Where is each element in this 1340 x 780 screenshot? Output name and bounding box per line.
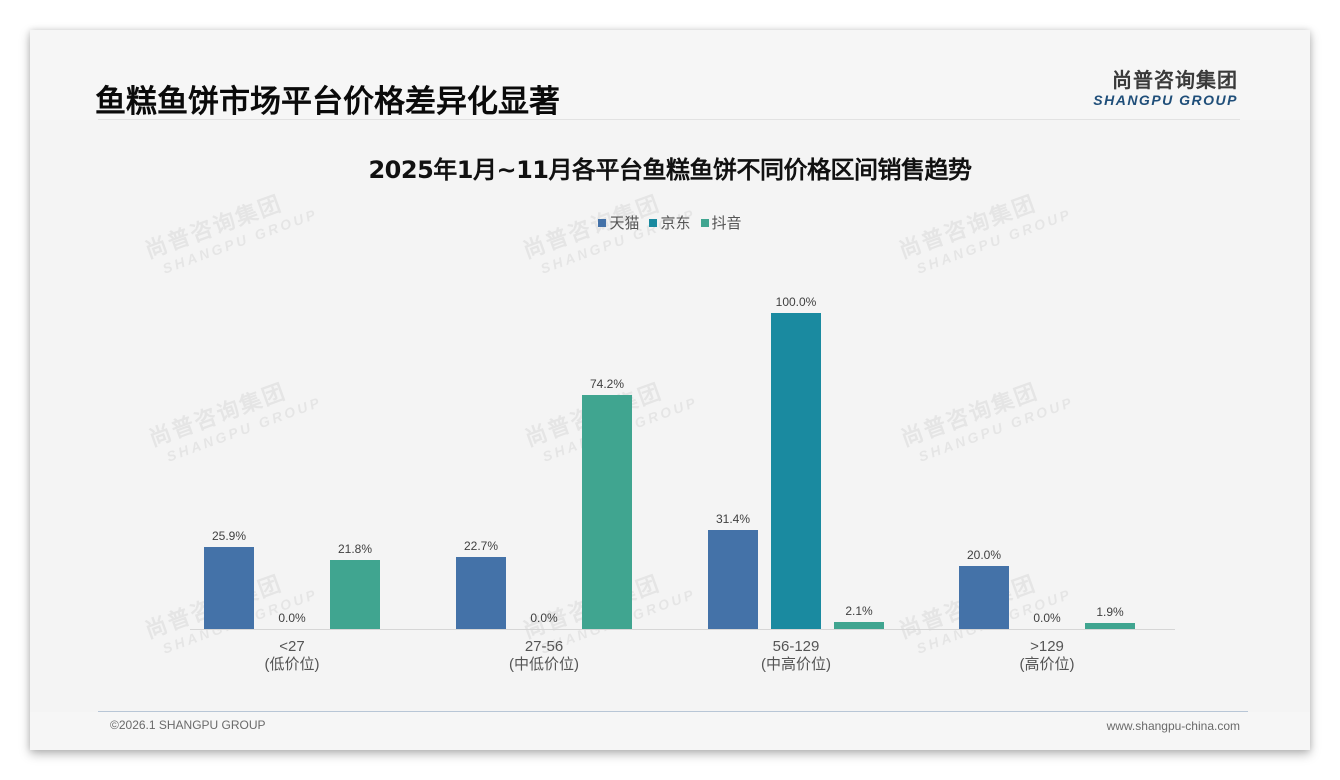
bar-value-label: 22.7%	[463, 539, 499, 554]
bar	[834, 622, 884, 629]
bar	[708, 529, 758, 629]
legend-swatch-icon	[700, 218, 709, 227]
x-axis-category-label: 56-129 (中高价位)	[716, 638, 876, 674]
chart-title: 2025年1月~11月各平台鱼糕鱼饼不同价格区间销售趋势	[368, 156, 972, 184]
category-tier: (高价位)	[1019, 656, 1075, 673]
header-divider	[98, 119, 1240, 120]
legend-swatch-icon	[649, 218, 658, 227]
category-range: 27-56	[524, 638, 564, 655]
x-axis-category-label: >129 (高价位)	[967, 638, 1127, 674]
bar	[456, 557, 506, 629]
bar	[959, 565, 1009, 629]
footer-divider	[98, 711, 1248, 712]
bar-value-label: 31.4%	[715, 511, 751, 526]
chart-legend: 天猫 京东 抖音	[30, 212, 1310, 233]
category-range: <27	[279, 638, 305, 655]
bar-chart: 25.9% 0.0% 21.8% <27 (低价位) 22.7% 0.0% 74.2% 27-5…	[30, 30, 1310, 750]
category-tier: (中高价位)	[761, 656, 831, 673]
category-range: >129	[1030, 638, 1064, 655]
category-tier: (中低价位)	[509, 656, 579, 673]
bar-value-label: 0.0%	[530, 611, 558, 625]
page-title: 鱼糕鱼饼市场平台价格差异化显著	[95, 84, 560, 120]
bar	[771, 313, 821, 629]
legend-label: 京东	[660, 215, 691, 232]
legend-item: 天猫	[598, 212, 639, 233]
legend-item: 京东	[649, 212, 691, 233]
legend-label: 抖音	[711, 215, 742, 232]
legend-label: 天猫	[609, 215, 640, 232]
x-axis-line	[190, 629, 1175, 630]
bar-value-label: 20.0%	[966, 547, 1002, 562]
x-axis-category-label: 27-56 (中低价位)	[464, 638, 624, 674]
bar-value-label: 2.1%	[845, 604, 873, 619]
legend-swatch-icon	[598, 218, 607, 227]
bar-value-label: 100.0%	[775, 295, 817, 309]
footer-website: www.shangpu-china.com	[1106, 719, 1240, 733]
x-axis-category-label: <27 (低价位)	[212, 638, 372, 674]
logo-en: SHANGPU GROUP	[1093, 92, 1238, 108]
footer-band	[30, 712, 1310, 750]
bar-value-label: 21.8%	[337, 542, 373, 557]
bar	[1085, 622, 1135, 629]
category-range: 56-129	[772, 638, 820, 655]
bar-value-label: 0.0%	[1033, 611, 1061, 625]
bar-value-label: 74.2%	[589, 376, 625, 391]
legend-item: 抖音	[700, 212, 742, 233]
footer-copyright: ©2026.1 SHANGPU GROUP	[110, 718, 266, 732]
bar-value-label: 1.9%	[1096, 604, 1124, 619]
logo-cn: 尚普咨询集团	[1112, 68, 1238, 92]
bar-value-label: 25.9%	[211, 529, 247, 544]
bar	[204, 547, 254, 629]
bar	[330, 560, 380, 629]
slide: 鱼糕鱼饼市场平台价格差异化显著 尚普咨询集团 SHANGPU GROUP 尚普咨…	[30, 30, 1310, 750]
bar	[582, 394, 632, 629]
header-band	[30, 30, 1310, 120]
company-logo: 尚普咨询集团 SHANGPU GROUP	[1093, 64, 1238, 108]
category-tier: (低价位)	[264, 656, 320, 673]
bar-value-label: 0.0%	[278, 611, 306, 625]
